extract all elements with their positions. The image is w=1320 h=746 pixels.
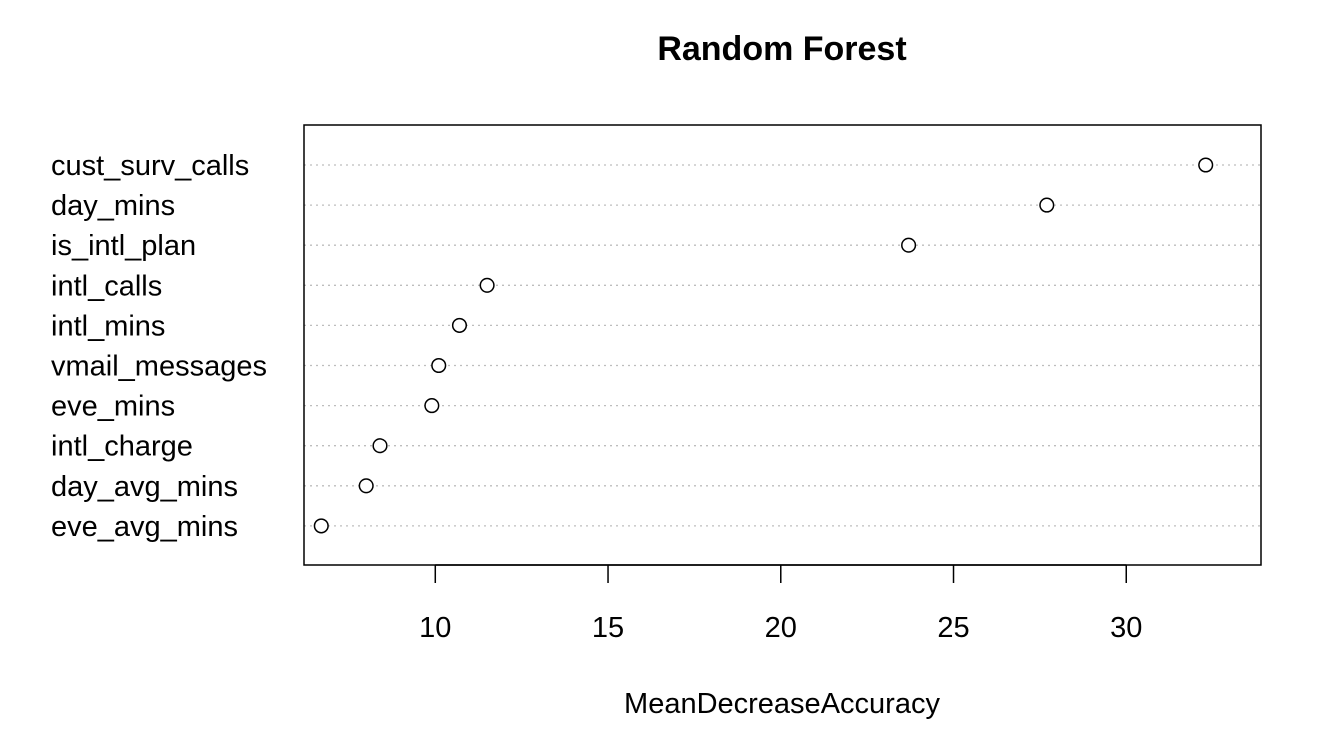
data-point (451, 317, 468, 333)
x-axis: 10 15 20 25 30 (419, 564, 1142, 644)
data-point (1039, 197, 1055, 213)
category-label: cust_surv_calls (51, 150, 249, 182)
category-label: vmail_messages (51, 351, 267, 383)
category-label: is_intl_plan (51, 230, 196, 262)
data-point (372, 438, 388, 454)
x-tick-label: 20 (765, 612, 797, 644)
x-tick-label: 15 (592, 612, 624, 644)
category-label: eve_avg_mins (51, 511, 238, 543)
category-label: intl_calls (51, 270, 162, 302)
data-point (431, 357, 447, 374)
category-label: day_mins (51, 190, 175, 222)
data-point (901, 237, 917, 253)
data-points (313, 157, 1214, 534)
chart-title: Random Forest (657, 30, 906, 68)
category-label: day_avg_mins (51, 471, 238, 503)
x-tick-label: 10 (419, 612, 451, 644)
guide-lines (304, 164, 1261, 527)
plot-frame (303, 124, 1262, 566)
data-point (313, 518, 329, 534)
x-tick-label: 30 (1110, 612, 1142, 644)
x-axis-label: MeanDecreaseAccuracy (624, 688, 940, 720)
category-labels: cust_surv_calls day_mins is_intl_plan intl_… (51, 150, 267, 543)
data-point (479, 277, 495, 293)
category-label: intl_mins (51, 310, 165, 342)
x-tick-label: 25 (937, 612, 969, 644)
category-label: eve_mins (51, 391, 175, 423)
data-point (424, 398, 440, 414)
data-point (1198, 157, 1214, 173)
data-point (358, 478, 374, 494)
category-label: intl_charge (51, 431, 193, 463)
